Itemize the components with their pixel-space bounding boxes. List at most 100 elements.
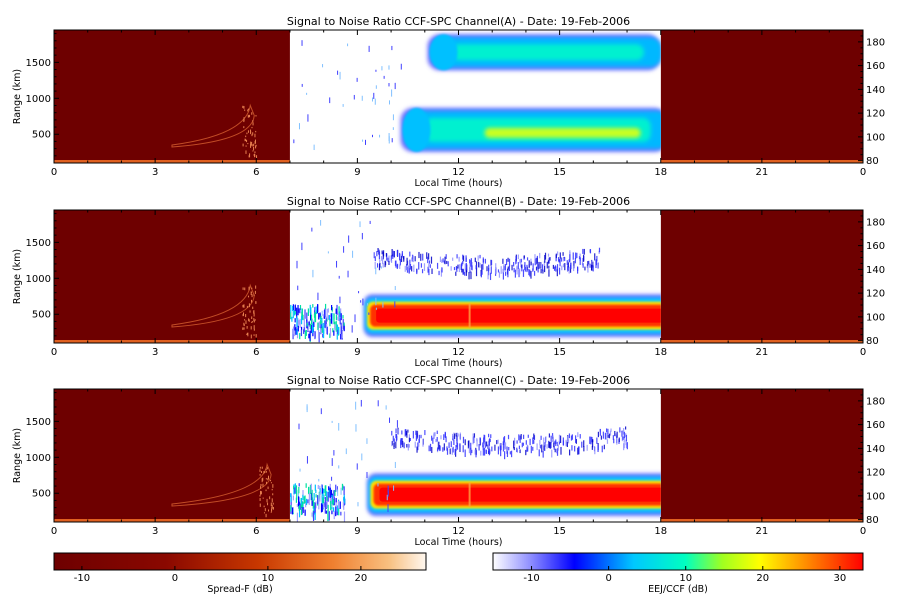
echo-region-upper: [427, 34, 661, 71]
colorbar-tick-label: 0: [172, 573, 178, 584]
y-tick-label-left: 1000: [26, 274, 51, 285]
y-tick-label-left: 500: [32, 489, 51, 500]
y-tick-label-right: 100: [866, 312, 885, 323]
colorbar-tick-label: 0: [605, 573, 611, 584]
y-tick-label-right: 120: [866, 109, 885, 120]
x-tick-label: 3: [152, 526, 158, 537]
colorbar-tick-label: 30: [834, 573, 847, 584]
spread-f-window-0: [54, 210, 290, 343]
x-tick-label: 9: [354, 167, 360, 178]
x-tick-label: 12: [452, 526, 465, 537]
echo-region-lower: [364, 294, 661, 337]
x-tick-label: 18: [654, 526, 667, 537]
colorbar-tick-label: -10: [523, 573, 539, 584]
x-axis-label: Local Time (hours): [414, 178, 502, 189]
y-tick-label-left: 1000: [26, 94, 51, 105]
y-tick-label-left: 500: [32, 130, 51, 141]
y-tick-label-left: 1000: [26, 453, 51, 464]
colorbar-gradient: [53, 552, 427, 571]
colorbar-label: Spread-F (dB): [207, 584, 272, 595]
x-tick-label: 21: [756, 347, 769, 358]
colorbar-tick-label: 20: [756, 573, 769, 584]
x-tick-label: 0: [860, 167, 866, 178]
x-tick-label: 18: [654, 167, 667, 178]
y-axis-label: Range (km): [12, 249, 23, 304]
x-tick-label: 0: [51, 347, 57, 358]
spread-f-window-0: [54, 30, 290, 163]
x-tick-label: 15: [553, 347, 566, 358]
colorbar-tick-label: 10: [679, 573, 692, 584]
x-tick-label: 21: [756, 526, 769, 537]
y-tick-label-right: 120: [866, 289, 885, 300]
y-tick-label-right: 140: [866, 265, 885, 276]
x-tick-label: 6: [253, 347, 259, 358]
y-tick-label-right: 160: [866, 241, 885, 252]
panel-1: Signal to Noise Ratio CCF-SPC Channel(B)…: [12, 195, 885, 369]
spread-f-plume: [171, 103, 255, 148]
colorbar-1: -10 0 10 20 30 EEJ/CCF (dB): [492, 552, 864, 595]
spread-f-window-0: [54, 389, 290, 522]
colorbar-tick-label: -10: [74, 573, 90, 584]
x-tick-label: 0: [860, 526, 866, 537]
y-tick-label-right: 180: [866, 217, 885, 228]
colorbar-label: EEJ/CCF (dB): [648, 584, 708, 595]
x-tick-label: 12: [452, 167, 465, 178]
y-tick-label-left: 1500: [26, 238, 51, 249]
x-tick-label: 15: [553, 167, 566, 178]
x-tick-label: 0: [51, 167, 57, 178]
panel-title: Signal to Noise Ratio CCF-SPC Channel(C)…: [287, 374, 630, 387]
y-tick-label-right: 140: [866, 85, 885, 96]
x-tick-label: 3: [152, 347, 158, 358]
y-tick-label-right: 80: [866, 156, 879, 167]
x-axis-label: Local Time (hours): [414, 358, 502, 369]
y-tick-label-left: 1500: [26, 417, 51, 428]
x-tick-label: 0: [51, 526, 57, 537]
colorbar-tick-label: 20: [355, 573, 368, 584]
x-tick-label: 21: [756, 167, 769, 178]
panel-0: Signal to Noise Ratio CCF-SPC Channel(A)…: [12, 15, 885, 189]
x-tick-label: 3: [152, 167, 158, 178]
x-tick-label: 12: [452, 347, 465, 358]
y-tick-label-right: 160: [866, 61, 885, 72]
x-tick-label: 18: [654, 347, 667, 358]
x-tick-label: 6: [253, 167, 259, 178]
echo-region-upper: [391, 426, 628, 460]
y-tick-label-left: 1500: [26, 58, 51, 69]
y-tick-label-left: 500: [32, 310, 51, 321]
y-tick-label-right: 160: [866, 420, 885, 431]
eej-echo-layer: [290, 220, 661, 343]
spread-f-bottom-strip: [54, 340, 290, 343]
colorbar-0: -10 0 10 20 Spread-F (dB): [53, 552, 427, 595]
x-tick-label: 15: [553, 526, 566, 537]
echo-region-lower: [400, 107, 661, 152]
x-tick-label: 6: [253, 526, 259, 537]
y-tick-label-right: 120: [866, 468, 885, 479]
y-tick-label-right: 80: [866, 515, 879, 526]
y-tick-label-right: 100: [866, 132, 885, 143]
spread-f-window-1: [660, 389, 863, 522]
spread-f-window-1: [660, 210, 863, 343]
y-tick-label-right: 180: [866, 37, 885, 48]
y-tick-label-right: 100: [866, 491, 885, 502]
y-axis-label: Range (km): [12, 69, 23, 124]
x-tick-label: 0: [860, 347, 866, 358]
eej-echo-layer: [290, 399, 661, 522]
x-axis-label: Local Time (hours): [414, 537, 502, 548]
echo-region-lower: [367, 473, 661, 516]
y-tick-label-right: 80: [866, 336, 879, 347]
colorbar-gradient: [492, 552, 864, 571]
colorbar-tick-label: 10: [262, 573, 275, 584]
spread-f-plume: [171, 462, 272, 507]
panel-title: Signal to Noise Ratio CCF-SPC Channel(A)…: [287, 15, 630, 28]
y-tick-label-right: 140: [866, 444, 885, 455]
panel-title: Signal to Noise Ratio CCF-SPC Channel(B)…: [287, 195, 630, 208]
eej-echo-layer: [293, 34, 661, 152]
panel-2: Signal to Noise Ratio CCF-SPC Channel(C)…: [12, 374, 885, 548]
echo-region-upper: [374, 247, 601, 281]
x-tick-label: 9: [354, 526, 360, 537]
spread-f-bottom-strip: [54, 519, 290, 522]
spread-f-bottom-strip: [54, 160, 290, 163]
spread-f-window-1: [660, 30, 863, 163]
y-axis-label: Range (km): [12, 428, 23, 483]
